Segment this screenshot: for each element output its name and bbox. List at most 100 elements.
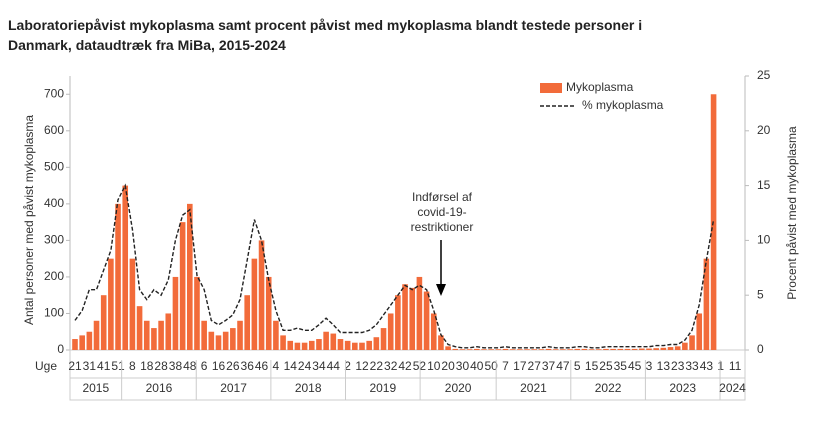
bar [187,203,193,350]
bar [136,306,143,350]
year-label: 2018 [295,381,322,395]
bar [438,335,444,350]
y-tick-label: 700 [44,86,64,100]
bar [122,185,129,350]
x-tick-label: 41 [97,359,111,373]
x-tick-label: 12 [355,359,369,373]
x-tick-label: 43 [700,359,714,373]
x-tick-label: 7 [502,359,509,373]
bar [574,348,581,350]
legend-label: % mykoplasma [582,98,664,112]
bar [237,320,243,350]
bar [531,349,537,350]
bar [452,348,459,350]
bar [552,349,559,350]
bar [172,276,179,350]
annotation: restriktioner [411,220,474,234]
bar [646,348,652,350]
x-tick-label: 36 [241,359,255,373]
bar [631,348,638,350]
y2-tick-label: 15 [757,178,771,192]
bar [581,348,588,350]
bar [387,313,394,350]
bar [416,276,423,350]
bar [330,333,337,350]
x-tick-label: 46 [255,359,269,373]
x-tick-label: 14 [284,359,298,373]
bar [466,349,473,350]
x-tick-label: 21 [68,359,82,373]
bar [603,348,609,350]
year-label: 2023 [669,381,696,395]
bar [201,320,207,350]
x-tick-label: 27 [528,359,542,373]
bar [474,348,480,350]
x-tick-label: 33 [685,359,699,373]
bar [258,240,265,350]
x-tick-label: 32 [384,359,398,373]
bar [538,349,545,350]
y-axis-label: Antal personer med påvist mykoplasma [22,115,36,325]
bar [93,320,100,350]
year-label: 2024 [719,381,746,395]
x-tick-label: 45 [628,359,642,373]
bar [194,276,200,350]
annotation-arrowhead [436,284,446,296]
bar [151,328,157,350]
x-tick-label: 40 [470,359,484,373]
bar [115,203,121,350]
bar [667,347,674,350]
bar [165,313,172,350]
bar [280,335,286,350]
bar [610,348,616,350]
bar [567,349,573,350]
y-tick-label: 100 [44,306,64,320]
bar [380,328,387,350]
bar [682,342,688,350]
x-tick-label: 37 [542,359,556,373]
x-tick-label: 10 [427,359,441,373]
bar [560,349,566,350]
bar [100,295,107,350]
year-label: 2016 [146,381,173,395]
legend-label: Mykoplasma [566,80,634,94]
bar [215,335,222,350]
bar [588,349,595,350]
bar [79,335,85,350]
y2-tick-label: 0 [757,342,764,356]
x-tick-label: 28 [154,359,168,373]
y-tick-label: 200 [44,269,64,283]
x-tick-label: 1 [717,359,724,373]
bar [495,349,502,350]
x-tick-label: 48 [183,359,197,373]
bar [230,328,236,350]
x-tick-label: 25 [599,359,613,373]
year-label: 2021 [520,381,547,395]
x-tick-label: 34 [312,359,326,373]
x-tick-label: 38 [169,359,183,373]
bar [273,320,279,350]
bar [696,313,703,350]
bar [430,313,437,350]
chart-title: Laboratoriepåvist mykoplasma samt procen… [8,17,642,33]
y-tick-label: 300 [44,233,64,247]
x-tick-label: 31 [83,359,97,373]
x-tick-label: 44 [327,359,341,373]
bar [373,337,380,350]
bar [509,349,516,350]
bar [423,291,430,350]
x-tick-label: 20 [441,359,455,373]
year-row [69,377,746,401]
bar [445,346,451,350]
y2-tick-label: 20 [757,123,771,137]
x-tick-label: 16 [212,359,226,373]
x-tick-label: 17 [513,359,527,373]
bar [545,348,552,350]
x-tick-label: 2 [344,359,351,373]
bar [337,339,344,350]
bar [359,342,365,350]
bar [344,340,351,350]
bar [409,287,416,350]
x-tick-label: 6 [201,359,208,373]
